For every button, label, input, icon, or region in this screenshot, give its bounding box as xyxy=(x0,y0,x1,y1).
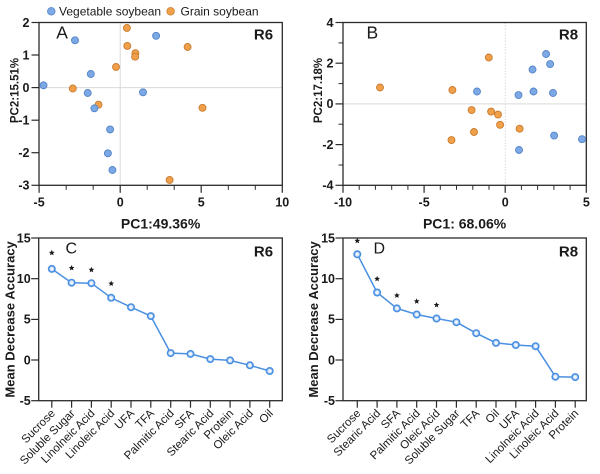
svg-text:A: A xyxy=(56,23,68,43)
svg-text:5: 5 xyxy=(328,313,335,327)
svg-text:Mean Decrease Accuracy: Mean Decrease Accuracy xyxy=(306,240,321,397)
svg-text:2: 2 xyxy=(23,16,30,30)
svg-text:-2: -2 xyxy=(18,146,29,160)
svg-text:10: 10 xyxy=(321,272,335,286)
svg-text:1: 1 xyxy=(23,48,30,62)
svg-text:15: 15 xyxy=(17,231,31,245)
svg-text:PC2:15.51%: PC2:15.51% xyxy=(10,58,22,123)
svg-text:0: 0 xyxy=(23,81,30,95)
svg-text:-1: -1 xyxy=(18,114,29,128)
svg-text:R6: R6 xyxy=(254,27,273,44)
svg-text:D: D xyxy=(374,241,386,258)
svg-text:4: 4 xyxy=(327,16,334,30)
svg-text:B: B xyxy=(367,23,379,43)
svg-text:15: 15 xyxy=(321,231,335,245)
svg-text:10: 10 xyxy=(275,196,289,210)
svg-text:0: 0 xyxy=(502,196,509,210)
svg-text:-5: -5 xyxy=(34,196,45,210)
svg-text:10: 10 xyxy=(17,272,31,286)
svg-text:PC1: 68.06%: PC1: 68.06% xyxy=(423,216,507,232)
svg-text:5: 5 xyxy=(24,313,31,327)
svg-text:5: 5 xyxy=(198,196,205,210)
svg-text:5: 5 xyxy=(583,196,590,210)
svg-text:-5: -5 xyxy=(324,394,335,408)
svg-text:R8: R8 xyxy=(559,27,578,44)
svg-text:2: 2 xyxy=(327,57,334,71)
svg-text:-3: -3 xyxy=(18,179,29,193)
svg-text:0: 0 xyxy=(328,353,335,367)
svg-text:0: 0 xyxy=(117,196,124,210)
svg-text:-2: -2 xyxy=(322,138,333,152)
svg-text:C: C xyxy=(66,241,78,258)
svg-text:Mean Decrease Accuracy: Mean Decrease Accuracy xyxy=(3,240,18,397)
svg-text:0: 0 xyxy=(24,353,31,367)
svg-text:Vegetable soybean: Vegetable soybean xyxy=(59,5,161,19)
svg-text:-5: -5 xyxy=(20,394,31,408)
svg-text:Grain soybean: Grain soybean xyxy=(181,5,259,19)
svg-text:-10: -10 xyxy=(334,196,352,210)
svg-text:R8: R8 xyxy=(559,244,578,261)
svg-text:-5: -5 xyxy=(419,196,430,210)
svg-text:PC1:49.36%: PC1:49.36% xyxy=(121,216,201,232)
svg-text:0: 0 xyxy=(327,97,334,111)
svg-text:-4: -4 xyxy=(322,179,333,193)
svg-text:R6: R6 xyxy=(254,244,273,261)
svg-text:PC2:17.18%: PC2:17.18% xyxy=(313,58,325,123)
